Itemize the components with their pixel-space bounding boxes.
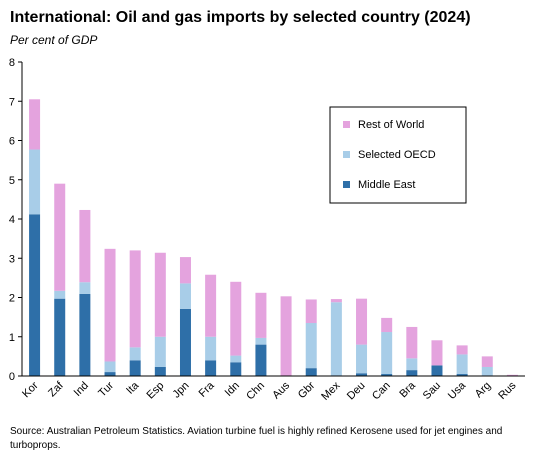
- bar-zaf-rest-of-world: [54, 183, 66, 291]
- bar-bra-middle-east: [406, 370, 418, 376]
- legend-box: [329, 106, 467, 204]
- bar-bra-selected-oecd: [406, 358, 418, 371]
- bar-esp-selected-oecd: [154, 336, 166, 367]
- bar-ind-middle-east: [79, 293, 91, 376]
- bar-idn-middle-east: [230, 362, 242, 376]
- y-tick-label: 3: [9, 253, 15, 265]
- x-tick-label: Ind: [72, 380, 91, 399]
- x-tick-label: Jpn: [171, 380, 192, 401]
- bar-can-rest-of-world: [381, 317, 393, 333]
- bar-fra-selected-oecd: [205, 336, 217, 361]
- bar-kor-middle-east: [29, 214, 41, 376]
- bar-tur-rest-of-world: [104, 248, 116, 362]
- bar-ind-selected-oecd: [79, 282, 91, 294]
- bar-idn-selected-oecd: [230, 355, 242, 363]
- x-tick-label: Ita: [124, 379, 142, 397]
- legend-label: Selected OECD: [358, 149, 436, 161]
- legend: Rest of World Selected OECD Middle East: [329, 106, 467, 204]
- bar-zaf-selected-oecd: [54, 290, 66, 299]
- x-tick-label: Bra: [397, 379, 418, 400]
- x-tick-label: Deu: [345, 380, 368, 403]
- x-tick-label: Usa: [446, 379, 469, 402]
- x-tick-label: Fra: [197, 379, 218, 400]
- legend-label: Middle East: [358, 179, 415, 191]
- bar-can-middle-east: [381, 374, 393, 376]
- x-tick-label: Rus: [496, 379, 519, 402]
- x-tick-label: Esp: [145, 380, 167, 402]
- y-tick-label: 7: [9, 96, 15, 108]
- bar-sau-rest-of-world: [431, 340, 443, 366]
- bar-rus-rest-of-world: [506, 374, 518, 376]
- bar-gbr-middle-east: [305, 368, 317, 376]
- x-tick-label: Arg: [473, 380, 494, 401]
- y-tick-label: 0: [9, 371, 15, 383]
- bar-kor-rest-of-world: [29, 99, 41, 150]
- x-tick-label: Can: [370, 380, 393, 403]
- x-tick-label: Aus: [270, 379, 292, 401]
- bar-arg-rest-of-world: [481, 356, 493, 367]
- x-tick-label: Zaf: [46, 379, 66, 399]
- y-tick-label: 2: [9, 293, 15, 305]
- bar-ind-rest-of-world: [79, 209, 91, 283]
- y-tick-label: 1: [9, 332, 15, 344]
- x-tick-label: Gbr: [296, 379, 318, 401]
- bar-usa-middle-east: [456, 374, 468, 376]
- y-axis: 0 1 2 3 4 5 6 7 8: [9, 57, 23, 383]
- y-tick-label: 4: [9, 214, 15, 226]
- x-tick-label: Mex: [319, 379, 343, 403]
- bar-jpn-middle-east: [179, 308, 191, 376]
- bar-deu-middle-east: [356, 373, 368, 376]
- bar-can-selected-oecd: [381, 332, 393, 375]
- bar-tur-selected-oecd: [104, 361, 116, 373]
- bar-idn-rest-of-world: [230, 281, 242, 356]
- legend-swatch: [343, 121, 350, 128]
- bar-ita-rest-of-world: [129, 250, 141, 348]
- bar-aus-rest-of-world: [280, 296, 292, 376]
- bar-zaf-middle-east: [54, 298, 66, 376]
- bar-fra-rest-of-world: [205, 274, 217, 337]
- chart-title: International: Oil and gas imports by se…: [10, 9, 471, 26]
- bar-fra-middle-east: [205, 360, 217, 376]
- bar-chn-selected-oecd: [255, 337, 267, 345]
- bar-gbr-selected-oecd: [305, 323, 317, 369]
- bar-bra-rest-of-world: [406, 326, 418, 359]
- bar-ita-middle-east: [129, 360, 141, 376]
- bar-deu-selected-oecd: [356, 344, 368, 374]
- x-tick-label: Idn: [223, 380, 242, 399]
- bar-kor-selected-oecd: [29, 149, 41, 215]
- bar-chn-rest-of-world: [255, 292, 267, 338]
- legend-swatch: [343, 151, 350, 158]
- legend-label: Rest of World: [358, 119, 424, 131]
- bar-mex-selected-oecd: [330, 302, 342, 376]
- bar-sau-middle-east: [431, 365, 443, 376]
- y-tick-label: 5: [9, 175, 15, 187]
- x-tick-label: Chn: [244, 380, 267, 403]
- chart-subtitle: Per cent of GDP: [10, 33, 98, 47]
- bar-usa-rest-of-world: [456, 345, 468, 355]
- bar-tur-middle-east: [104, 372, 116, 376]
- x-tick-label: Sau: [421, 380, 443, 402]
- bars: [29, 99, 518, 376]
- bar-chn-middle-east: [255, 344, 267, 376]
- bar-esp-rest-of-world: [154, 252, 166, 337]
- bar-mex-rest-of-world: [330, 299, 342, 303]
- legend-swatch: [343, 181, 350, 188]
- bar-ita-selected-oecd: [129, 347, 141, 361]
- source-note: Source: Australian Petroleum Statistics.…: [10, 426, 503, 451]
- y-tick-label: 6: [9, 136, 15, 148]
- bar-jpn-rest-of-world: [179, 257, 191, 284]
- x-tick-label: Kor: [20, 379, 41, 400]
- x-axis: Kor Zaf Ind Tur Ita Esp Jpn Fra Idn Chn Aus Gbr Mex D…: [20, 375, 525, 403]
- bar-deu-rest-of-world: [356, 298, 368, 345]
- x-tick-label: Tur: [96, 379, 116, 399]
- bar-jpn-selected-oecd: [179, 283, 191, 309]
- bar-arg-selected-oecd: [481, 366, 493, 376]
- bar-usa-selected-oecd: [456, 354, 468, 375]
- bar-esp-middle-east: [154, 366, 166, 376]
- y-tick-label: 8: [9, 57, 15, 69]
- bar-gbr-rest-of-world: [305, 299, 317, 324]
